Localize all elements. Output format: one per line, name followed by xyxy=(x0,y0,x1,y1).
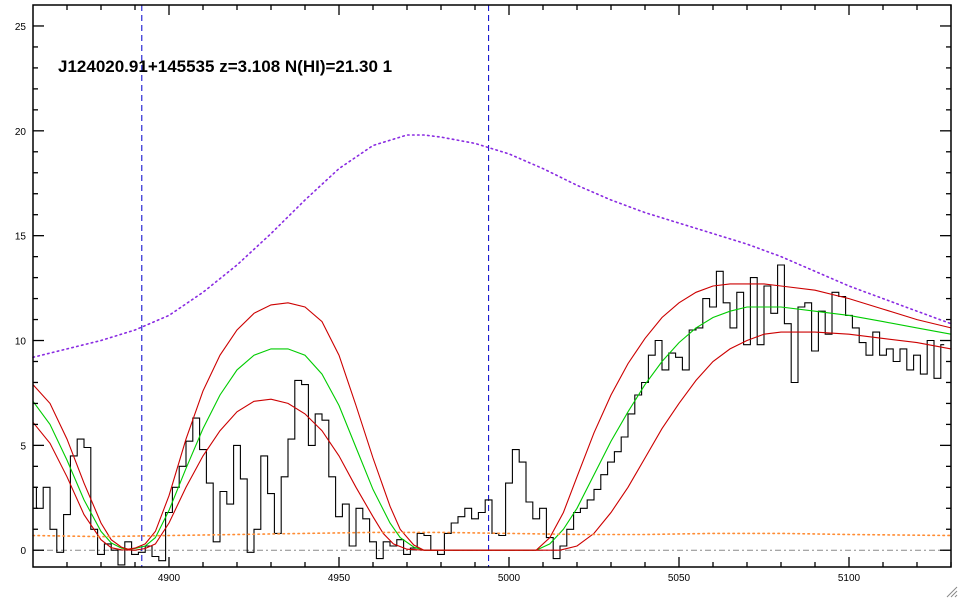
window-resize-grip[interactable] xyxy=(944,584,958,598)
fit-curve-red-lower xyxy=(32,331,952,551)
x-tick-label: 5050 xyxy=(668,573,691,584)
x-tick-label: 5100 xyxy=(838,573,861,584)
continuum-dotted xyxy=(32,134,952,359)
fit-curve-red-upper xyxy=(32,283,952,551)
y-tick-label: 0 xyxy=(20,546,26,557)
flux-spectrum xyxy=(33,264,945,566)
error-dotted xyxy=(32,531,952,538)
x-tick-label: 4950 xyxy=(328,573,351,584)
x-tick-label: 4900 xyxy=(158,573,181,584)
fit-curve-green xyxy=(32,306,952,551)
plot-frame xyxy=(32,4,952,568)
y-tick-label: 5 xyxy=(20,441,26,452)
y-tick-label: 10 xyxy=(15,337,27,348)
y-tick-label: 25 xyxy=(15,22,27,33)
y-tick-label: 20 xyxy=(15,127,27,138)
chart-title: J124020.91+145535 z=3.108 N(HI)=21.30 1 xyxy=(58,57,392,76)
x-tick-label: 5000 xyxy=(498,573,521,584)
y-tick-label: 15 xyxy=(15,232,27,243)
